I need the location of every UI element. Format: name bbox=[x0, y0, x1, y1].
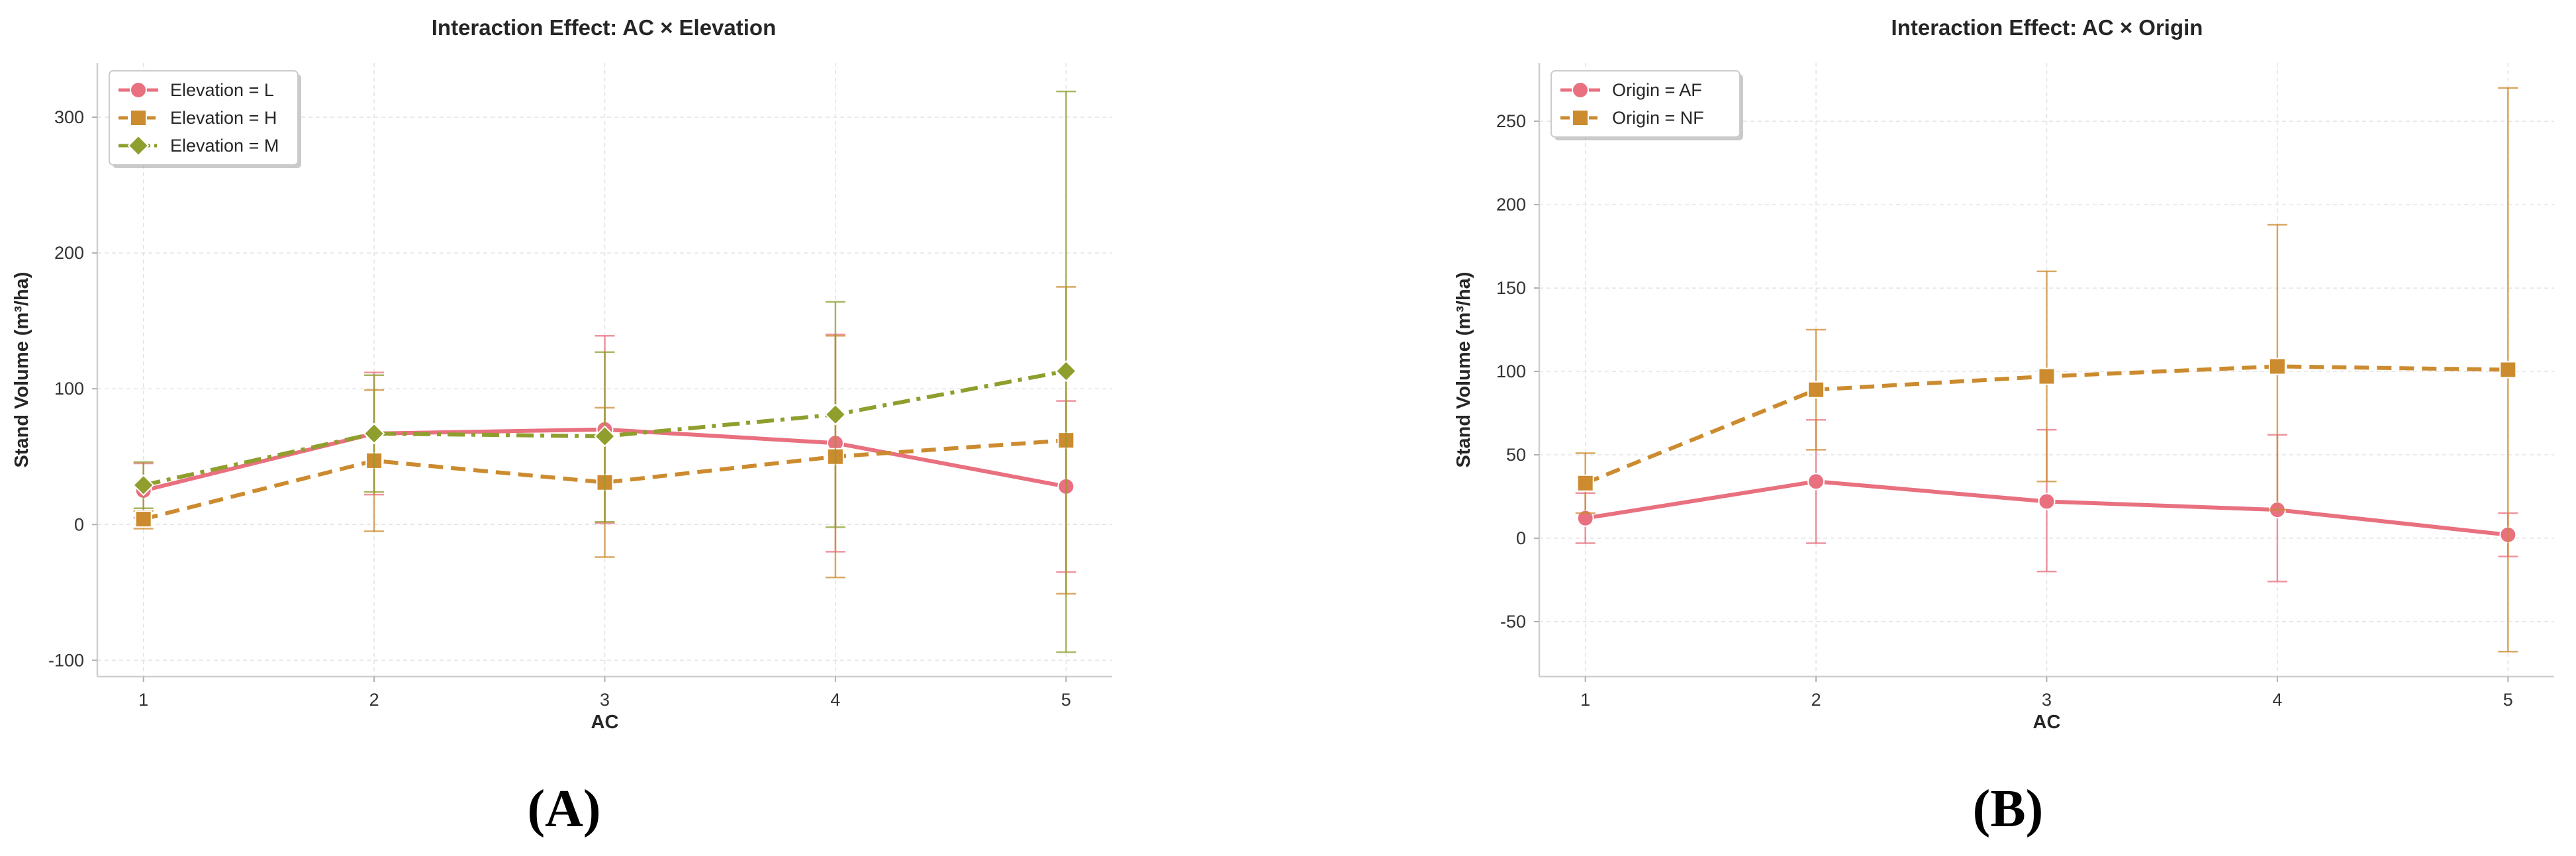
legend: Elevation = L Elevation = H Elevation = M bbox=[109, 70, 301, 168]
data-point bbox=[132, 474, 155, 497]
chart-title: Interaction Effect: AC × Origin bbox=[1891, 15, 2203, 40]
y-axis-label: Stand Volume (m³/ha) bbox=[11, 272, 32, 468]
x-tick-label: 2 bbox=[369, 690, 379, 710]
x-tick-label: 1 bbox=[1580, 690, 1590, 710]
y-tick-label: 100 bbox=[1496, 361, 1526, 381]
x-tick-label: 5 bbox=[2503, 690, 2513, 710]
legend-marker bbox=[127, 134, 150, 157]
y-tick-label: 250 bbox=[1496, 111, 1526, 131]
chart-panel-a: -100 0 100 200 300 1 2 3 4 5 Interaction Effect: A… bbox=[11, 15, 1112, 838]
legend-entry-label: Origin = AF bbox=[1612, 80, 1702, 100]
x-tick-label: 5 bbox=[1061, 690, 1071, 710]
x-tick-label: 2 bbox=[1811, 690, 1821, 710]
x-axis-label: AC bbox=[591, 712, 619, 733]
legend-box bbox=[109, 70, 299, 166]
data-point bbox=[2038, 493, 2056, 510]
data-point bbox=[1055, 360, 1077, 382]
data-point bbox=[2268, 357, 2286, 375]
x-tick-label: 3 bbox=[600, 690, 610, 710]
panel-label: (B) bbox=[1973, 780, 2044, 838]
y-tick-label: 100 bbox=[54, 379, 84, 399]
x-axis-label: AC bbox=[2033, 712, 2061, 733]
chart-title: Interaction Effect: AC × Elevation bbox=[432, 15, 776, 40]
legend-entry-label: Elevation = H bbox=[170, 108, 277, 128]
y-tick-label: -100 bbox=[48, 650, 84, 670]
series-line bbox=[142, 438, 1067, 522]
series-3 bbox=[132, 90, 1077, 653]
y-tick-label: 200 bbox=[1496, 195, 1526, 214]
series-2 bbox=[1575, 87, 2518, 653]
data-point bbox=[363, 422, 385, 445]
y-tick-label: 300 bbox=[54, 107, 84, 127]
panel-label: (A) bbox=[527, 780, 600, 838]
x-tick-label: 1 bbox=[138, 690, 148, 710]
legend-entry-label: Elevation = M bbox=[170, 136, 279, 156]
data-point bbox=[2499, 361, 2517, 379]
x-tick-label: 3 bbox=[2042, 690, 2052, 710]
legend-marker bbox=[130, 109, 147, 126]
data-point bbox=[594, 425, 616, 448]
legend-marker bbox=[130, 81, 147, 99]
data-point bbox=[2038, 367, 2056, 385]
y-tick-label: 150 bbox=[1496, 278, 1526, 298]
y-tick-label: 0 bbox=[74, 514, 84, 534]
legend-entry-label: Origin = NF bbox=[1612, 108, 1704, 128]
legend: Origin = AF Origin = NF bbox=[1550, 70, 1743, 140]
chart-panel-b: -50 0 50 100 150 200 250 1 2 3 4 5 Interaction Effec… bbox=[1453, 15, 2554, 838]
x-tick-label: 4 bbox=[2272, 690, 2282, 710]
data-point bbox=[824, 403, 847, 426]
y-axis-label: Stand Volume (m³/ha) bbox=[1453, 272, 1474, 468]
data-point bbox=[1807, 381, 1825, 399]
y-tick-label: -50 bbox=[1500, 612, 1526, 632]
y-tick-label: 50 bbox=[1506, 445, 1526, 465]
y-tick-label: 0 bbox=[1516, 528, 1526, 548]
data-point bbox=[1807, 473, 1825, 491]
legend-marker bbox=[1572, 81, 1589, 99]
legend-box bbox=[1550, 70, 1741, 138]
data-point bbox=[134, 510, 152, 528]
y-tick-label: 200 bbox=[54, 243, 84, 263]
x-tick-label: 4 bbox=[830, 690, 840, 710]
legend-entry-label: Elevation = L bbox=[170, 80, 274, 100]
legend-marker bbox=[1572, 109, 1589, 126]
data-point bbox=[1576, 474, 1594, 492]
